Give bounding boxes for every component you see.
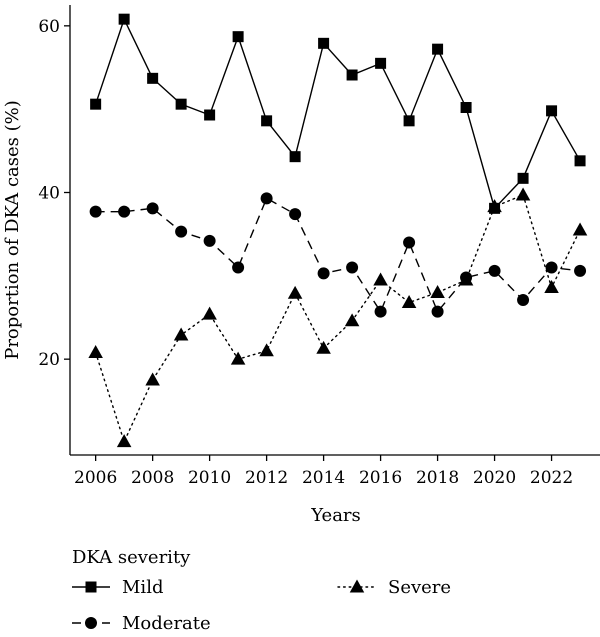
data-point-mild — [375, 57, 387, 69]
data-point-mild — [403, 115, 415, 127]
data-point-mild — [517, 172, 529, 184]
data-point-mild — [318, 37, 330, 49]
legend-label-severe: Severe — [388, 577, 451, 598]
data-point-severe — [259, 343, 274, 357]
y-axis-ticks: 20 40 60 — [38, 17, 70, 370]
series-severe — [88, 187, 588, 448]
data-point-mild — [118, 13, 130, 25]
data-point-mild — [432, 43, 444, 55]
legend-label-moderate: Moderate — [122, 613, 211, 634]
data-point-moderate — [403, 236, 416, 249]
series-line-moderate — [95, 197, 581, 314]
data-point-severe — [173, 327, 189, 341]
data-point-mild — [346, 69, 358, 81]
x-tick-label: 2012 — [245, 468, 288, 488]
legend-items: Mild Severe Moderate — [72, 577, 451, 634]
data-point-severe — [515, 187, 531, 201]
data-point-severe — [145, 372, 160, 386]
data-point-mild — [261, 115, 273, 127]
data-point-moderate — [517, 294, 530, 306]
data-point-moderate — [374, 305, 387, 318]
x-tick-label: 2022 — [530, 468, 573, 488]
x-axis-ticks: 2006 2008 2010 2012 2014 2016 2018 2020 2022 — [74, 455, 573, 488]
y-tick-label: 40 — [38, 184, 60, 204]
data-point-moderate — [545, 261, 558, 274]
data-point-moderate — [431, 305, 444, 318]
data-point-moderate — [488, 264, 501, 277]
data-point-moderate — [175, 225, 188, 238]
data-point-moderate — [203, 234, 216, 247]
data-point-severe — [287, 285, 303, 299]
data-point-severe — [344, 313, 360, 327]
data-point-moderate — [89, 205, 102, 218]
series-line-mild — [94, 17, 581, 210]
data-point-moderate — [260, 192, 273, 205]
x-tick-label: 2018 — [416, 468, 459, 488]
data-point-severe — [487, 199, 502, 213]
data-point-mild — [289, 151, 301, 163]
x-tick-label: 2010 — [188, 468, 231, 488]
x-axis-title: Years — [310, 505, 361, 526]
data-point-severe — [116, 434, 132, 448]
data-point-severe — [430, 284, 445, 298]
data-point-mild — [546, 105, 558, 117]
x-tick-label: 2016 — [359, 468, 402, 488]
data-point-moderate — [118, 205, 131, 218]
data-point-moderate — [574, 264, 587, 277]
data-point-moderate — [232, 261, 245, 274]
legend-marker-severe — [349, 579, 365, 593]
data-point-severe — [373, 272, 388, 286]
series-mild — [90, 13, 586, 214]
x-tick-label: 2020 — [473, 468, 516, 488]
data-point-mild — [90, 98, 102, 110]
data-point-severe — [572, 222, 588, 236]
data-point-moderate — [146, 202, 159, 215]
data-point-moderate — [317, 267, 330, 280]
x-tick-label: 2006 — [74, 468, 117, 488]
data-point-moderate — [289, 208, 302, 221]
x-tick-label: 2014 — [302, 468, 345, 488]
legend-label-mild: Mild — [122, 577, 163, 598]
data-point-severe — [88, 344, 103, 358]
y-axis-title: Proportion of DKA cases (%) — [2, 100, 23, 360]
series-line-severe — [94, 194, 581, 444]
legend-marker-moderate — [85, 617, 97, 629]
legend-item-mild: Mild — [72, 577, 163, 598]
data-point-mild — [175, 98, 187, 110]
data-point-severe — [202, 306, 217, 320]
data-point-moderate — [346, 261, 359, 274]
data-point-severe — [544, 279, 559, 293]
y-tick-label: 60 — [38, 17, 60, 37]
data-point-severe — [230, 351, 246, 365]
data-point-mild — [460, 102, 472, 113]
y-tick-label: 20 — [38, 350, 60, 370]
data-point-severe — [316, 340, 331, 354]
data-point-mild — [204, 109, 216, 121]
legend: DKA severity Mild Severe Moderate — [72, 547, 451, 634]
legend-item-moderate: Moderate — [72, 613, 211, 634]
series-layer — [88, 13, 588, 448]
x-tick-label: 2008 — [131, 468, 174, 488]
data-point-mild — [574, 155, 586, 167]
data-point-mild — [147, 72, 159, 84]
legend-item-severe: Severe — [337, 577, 451, 598]
legend-title: DKA severity — [72, 547, 191, 568]
legend-marker-mild — [85, 581, 97, 593]
data-point-mild — [232, 31, 244, 43]
series-moderate — [89, 192, 587, 318]
data-point-severe — [401, 294, 417, 308]
data-point-severe — [458, 272, 474, 286]
